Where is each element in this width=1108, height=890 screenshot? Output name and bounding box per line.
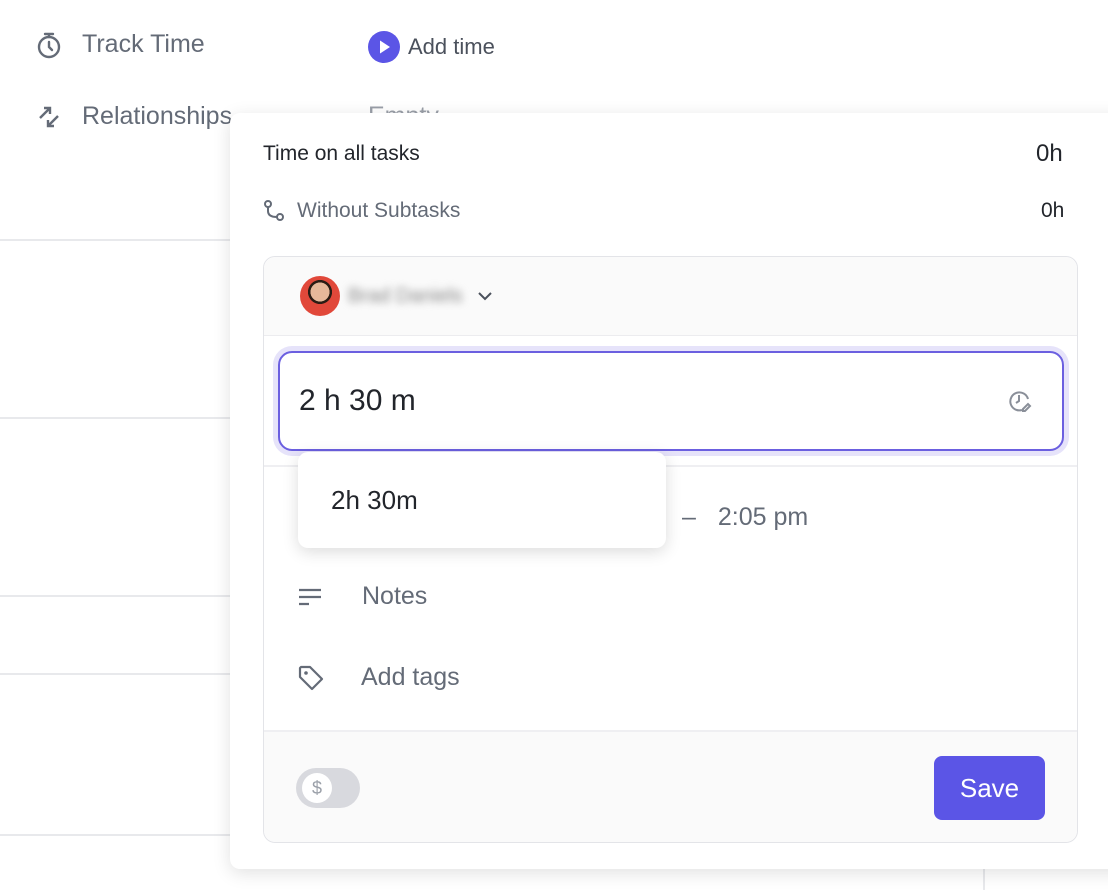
user-name: Brad Daniels bbox=[348, 284, 463, 307]
divider bbox=[0, 417, 230, 419]
card-footer: $ Save bbox=[264, 730, 1077, 842]
divider bbox=[0, 239, 230, 241]
play-icon bbox=[368, 31, 400, 63]
divider bbox=[264, 465, 1077, 467]
time-range-separator: – bbox=[682, 503, 696, 531]
suggestion-label: 2h 30m bbox=[331, 484, 418, 515]
notes-placeholder: Notes bbox=[362, 582, 428, 610]
relationship-arrows-icon bbox=[39, 106, 59, 127]
without-subtasks-row: Without Subtasks bbox=[263, 199, 460, 223]
without-subtasks-value: 0h bbox=[1041, 199, 1065, 222]
subtask-icon bbox=[264, 200, 284, 221]
without-subtasks-label: Without Subtasks bbox=[297, 199, 461, 222]
tags-field[interactable]: Add tags bbox=[298, 663, 460, 692]
avatar bbox=[300, 276, 340, 316]
track-time-field: Track Time bbox=[36, 30, 205, 59]
relationships-label: Relationships bbox=[82, 102, 233, 130]
dollar-off-icon: $ bbox=[302, 773, 332, 803]
tags-placeholder: Add tags bbox=[361, 663, 460, 691]
track-time-label: Track Time bbox=[82, 30, 205, 58]
user-selector[interactable]: Brad Daniels bbox=[264, 257, 1077, 336]
time-tracking-popover: Time on all tasks 0h Without Subtasks 0h… bbox=[230, 113, 1108, 869]
time-entry-card: Brad Daniels 2 h 30 m 2h 30m – 2:05 pm N… bbox=[263, 256, 1078, 843]
stopwatch-icon bbox=[37, 32, 61, 58]
total-time-value: 0h bbox=[1036, 140, 1063, 167]
save-button[interactable]: Save bbox=[934, 756, 1045, 820]
chevron-down-icon bbox=[477, 292, 492, 301]
duration-input[interactable]: 2 h 30 m bbox=[278, 351, 1064, 451]
divider bbox=[0, 673, 230, 675]
divider bbox=[0, 834, 230, 836]
notes-icon bbox=[299, 588, 321, 605]
clock-edit-icon[interactable] bbox=[1008, 389, 1032, 413]
duration-input-value: 2 h 30 m bbox=[299, 384, 416, 417]
billable-toggle[interactable]: $ bbox=[296, 768, 360, 808]
tag-icon bbox=[298, 665, 324, 690]
total-time-label: Time on all tasks bbox=[263, 142, 420, 165]
time-range[interactable]: – 2:05 pm bbox=[682, 503, 808, 532]
divider bbox=[0, 595, 230, 597]
notes-field[interactable]: Notes bbox=[298, 582, 427, 611]
suggestion-option[interactable]: 2h 30m bbox=[298, 452, 666, 548]
add-time-button[interactable]: Add time bbox=[368, 31, 495, 63]
end-time[interactable]: 2:05 pm bbox=[717, 503, 809, 531]
relationships-field: Relationships bbox=[36, 102, 232, 131]
add-time-label: Add time bbox=[408, 34, 495, 59]
